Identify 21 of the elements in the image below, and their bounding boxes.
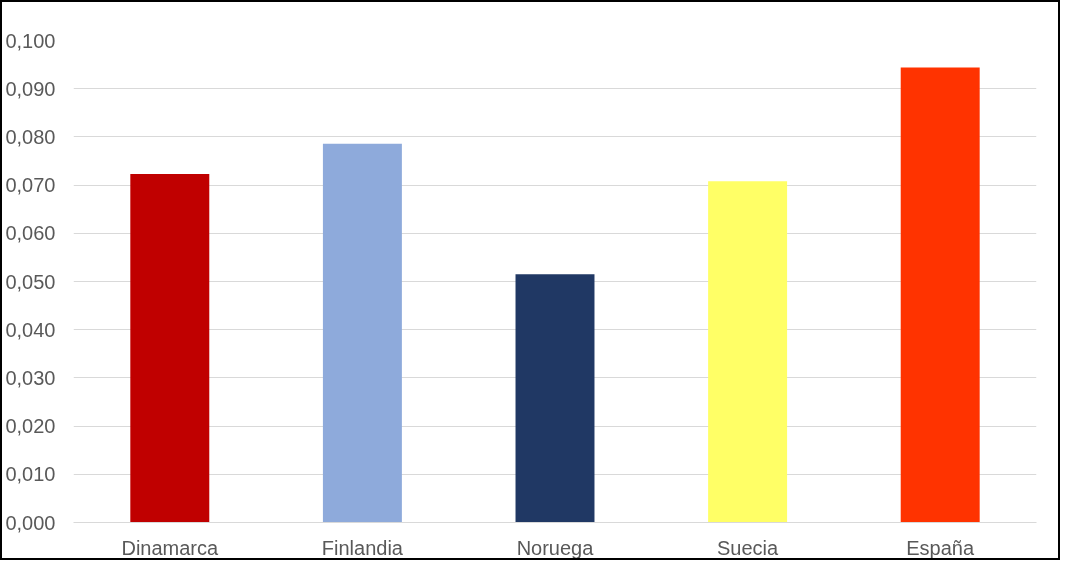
bar xyxy=(515,274,595,523)
x-tick-label: Noruega xyxy=(516,536,595,559)
x-tick-label: Dinamarca xyxy=(121,536,220,559)
bar xyxy=(130,174,210,523)
y-tick-label: 0,080 xyxy=(5,125,56,148)
y-tick-label: 0,050 xyxy=(5,270,56,293)
bar xyxy=(322,143,402,523)
x-tick-label: España xyxy=(906,536,975,559)
y-tick-label: 0,030 xyxy=(5,366,56,389)
bar xyxy=(900,67,980,523)
y-tick-label: 0,000 xyxy=(5,511,56,534)
y-tick-label: 0,010 xyxy=(5,463,56,486)
bar xyxy=(708,181,788,523)
y-tick-label: 0,020 xyxy=(5,415,56,438)
y-tick-label: 0,090 xyxy=(5,77,56,100)
y-tick-label: 0,100 xyxy=(5,29,56,52)
x-tick-label: Finlandia xyxy=(321,536,404,559)
y-tick-label: 0,070 xyxy=(5,174,56,197)
y-tick-label: 0,060 xyxy=(5,222,56,245)
x-tick-label: Suecia xyxy=(717,536,780,559)
y-tick-label: 0,040 xyxy=(5,318,56,341)
